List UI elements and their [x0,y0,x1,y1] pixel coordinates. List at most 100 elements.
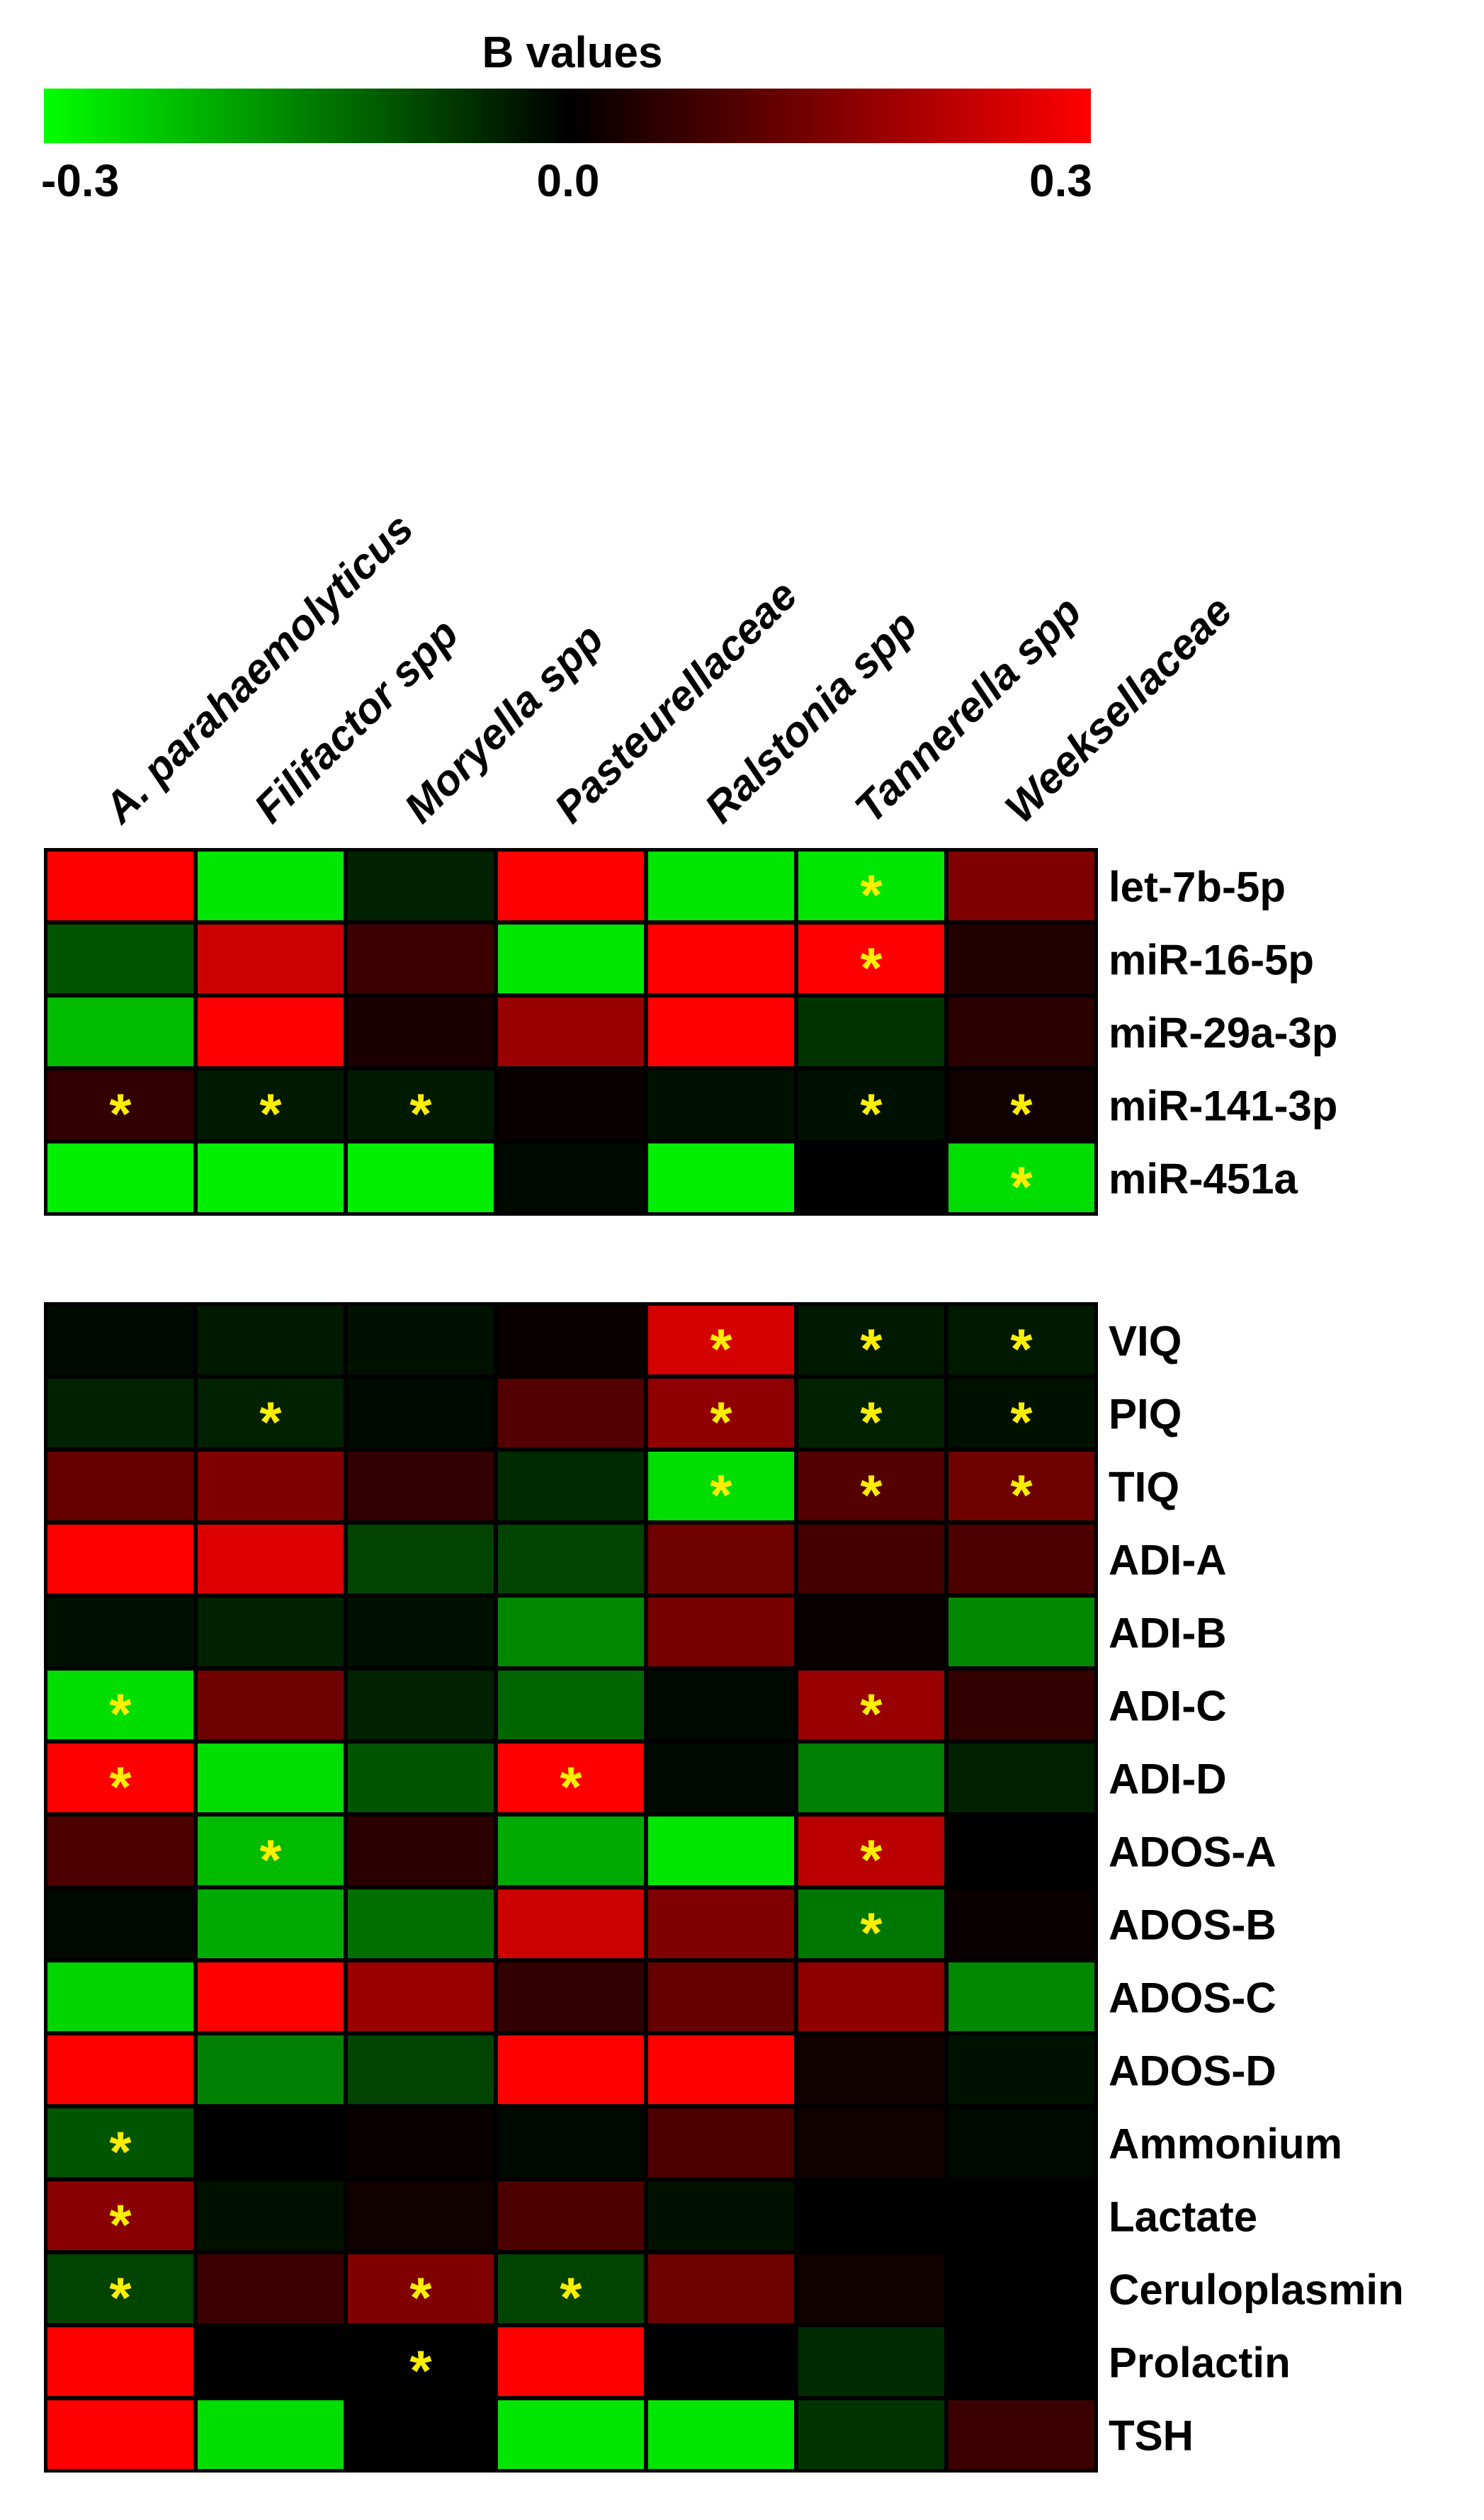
row-label: TIQ [1109,1464,1179,1511]
row-label: ADOS-C [1109,1974,1276,2022]
heatmap-cell [648,1671,794,1739]
legend-mid-label: 0.0 [537,155,600,206]
heatmap-cell [498,1306,644,1374]
heatmap-cell [498,2181,644,2250]
heatmap-cell [648,852,794,920]
significance-marker: * [259,1083,282,1146]
heatmap-cell [498,2108,644,2177]
heatmap-cell [47,1816,193,1885]
heatmap-cell [198,925,344,993]
heatmap-cell [348,1306,494,1374]
heatmap-cell [648,1452,794,1520]
heatmap-cell [47,1070,193,1139]
heatmap-cell [47,2327,193,2396]
heatmap-cell [798,1525,944,1593]
heatmap-cell [498,1379,644,1447]
heatmap-cell [798,998,944,1066]
heatmap-cell [198,998,344,1066]
heatmap-cell [948,1598,1094,1666]
heatmap-cell [948,2327,1094,2396]
heatmap-cell [198,1452,344,1520]
heatmap-cell [948,1452,1094,1520]
heatmap-cell [648,2181,794,2250]
heatmap-cell [348,1962,494,2031]
significance-marker: * [409,2339,432,2402]
heatmap-cell [948,1306,1094,1374]
clinical-heatmap-panel: * * * VIQ * * * * PIQ * * * TIQ ADI-A ADI-B * * ADI-C * * AD… [44,1302,1404,2473]
heatmap-cell [948,1816,1094,1885]
row-label: VIQ [1109,1318,1182,1365]
heatmap-cell [798,1744,944,1812]
heatmap-cell [47,2254,193,2323]
heatmap-cell [348,1744,494,1812]
row-label: ADI-C [1109,1683,1227,1730]
significance-marker: * [109,1083,132,1146]
heatmap-cell [798,1598,944,1666]
heatmap-cell [198,2254,344,2323]
heatmap-cell [498,1816,644,1885]
significance-marker: * [1010,1318,1033,1381]
heatmap-cell [648,2035,794,2104]
heatmap-cell [498,2400,644,2469]
row-label: PIQ [1109,1391,1182,1438]
heatmap-cell [648,1525,794,1593]
microrna-heatmap-panel: * let-7b-5p * miR-16-5p miR-29a-3p * * * * * miR-1… [44,848,1337,1219]
heatmap-cell [198,2327,344,2396]
significance-marker: * [1010,1083,1033,1146]
heatmap-cell [948,1070,1094,1139]
heatmap-cell [948,2181,1094,2250]
row-label: miR-16-5p [1109,937,1314,984]
row-label: Lactate [1109,2193,1257,2241]
heatmap-cell [348,1816,494,1885]
significance-marker: * [860,1318,883,1381]
heatmap-cell [47,1452,193,1520]
heatmap-cell [198,2181,344,2250]
row-label: miR-141-3p [1109,1083,1337,1130]
heatmap-cell [648,1889,794,1958]
heatmap-cell [948,2400,1094,2469]
heatmap-cell [47,925,193,993]
heatmap-cell [948,852,1094,920]
heatmap-cell [47,2035,193,2104]
heatmap-cell [198,1816,344,1885]
heatmap-cell [47,1598,193,1666]
heatmap-cell [348,1889,494,1958]
heatmap-cell [498,1598,644,1666]
heatmap-cell [498,852,644,920]
heatmap-cell [498,1962,644,2031]
row-label: ADOS-B [1109,1902,1276,1949]
row-label: Prolactin [1109,2339,1291,2387]
heatmap-cell [798,2327,944,2396]
heatmap-cell [798,1379,944,1447]
heatmap-cell [47,2400,193,2469]
heatmap-cell [948,2035,1094,2104]
heatmap-cell [348,1671,494,1739]
heatmap-cell [498,1070,644,1139]
heatmap-cell [798,2254,944,2323]
heatmap-cell [798,925,944,993]
significance-marker: * [109,2193,132,2256]
heatmap-cell [47,1379,193,1447]
heatmap-cell [348,2035,494,2104]
heatmap-cell [498,1525,644,1593]
heatmap-cell [348,1525,494,1593]
column-label: A. parahaemolyticus [94,504,422,833]
heatmap-cell [498,1671,644,1739]
heatmap-cell [648,2254,794,2323]
heatmap-cell [348,1598,494,1666]
heatmap-cell [47,1143,193,1212]
heatmap-cell [198,1598,344,1666]
row-label: ADI-B [1109,1610,1227,1657]
significance-marker: * [1010,1156,1033,1219]
heatmap-cell [648,1070,794,1139]
significance-marker: * [109,2120,132,2183]
heatmap-cell [47,2108,193,2177]
significance-marker: * [860,1829,883,1892]
heatmap-cell [198,1962,344,2031]
heatmap-cell [348,1070,494,1139]
heatmap-cell [948,998,1094,1066]
heatmap-cell [798,1816,944,1885]
significance-marker: * [409,1083,432,1146]
